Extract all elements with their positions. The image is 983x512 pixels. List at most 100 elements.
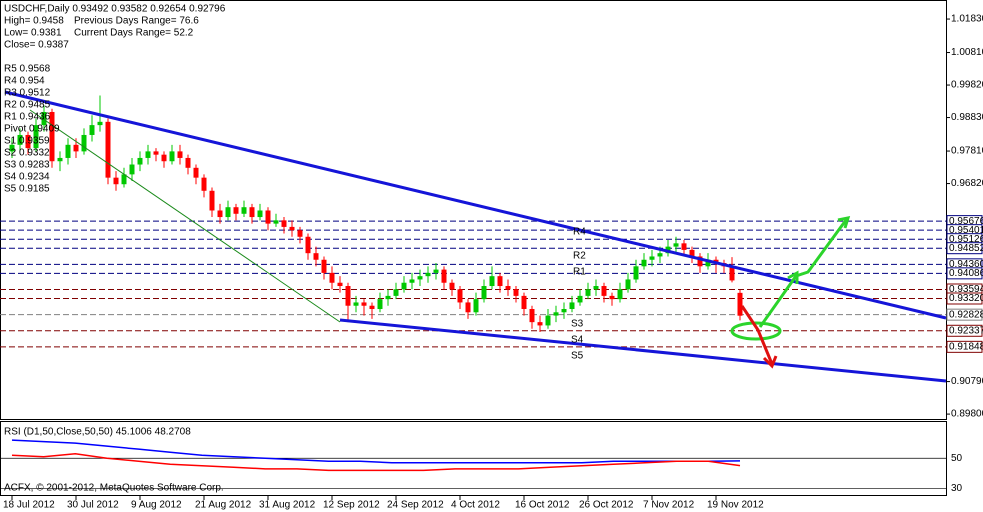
level-box bbox=[946, 340, 983, 353]
candle-body bbox=[225, 207, 231, 218]
candle-body bbox=[489, 276, 495, 287]
candle-body bbox=[281, 220, 287, 227]
pivot-label: R1 0.9436 bbox=[4, 112, 51, 123]
pivot-label: R3 0.9512 bbox=[4, 88, 51, 99]
candle-body bbox=[353, 302, 359, 306]
candle-body bbox=[33, 125, 39, 149]
candle-body bbox=[625, 279, 631, 290]
x-tick-label: 4 Oct 2012 bbox=[451, 500, 500, 511]
level-box bbox=[946, 242, 983, 255]
candle-body bbox=[145, 151, 151, 158]
x-tick-label: 19 Nov 2012 bbox=[707, 500, 764, 511]
candle-body bbox=[473, 299, 479, 313]
candle-body bbox=[705, 259, 711, 267]
arrow-head bbox=[837, 216, 851, 229]
candle-body bbox=[417, 276, 423, 280]
candle-body bbox=[641, 259, 647, 267]
x-tick-label: 16 Oct 2012 bbox=[515, 500, 570, 511]
pivot-annotation: S5 bbox=[571, 351, 584, 362]
drawings bbox=[4, 90, 947, 383]
candle-body bbox=[649, 256, 655, 260]
level-label: 0.95126 bbox=[949, 234, 983, 245]
x-tick-label: 7 Nov 2012 bbox=[643, 500, 695, 511]
candle-body bbox=[409, 279, 415, 283]
candle-body bbox=[569, 302, 575, 310]
candle-body bbox=[465, 302, 471, 313]
pivot-label: S3 0.9283 bbox=[4, 160, 50, 171]
arrow-head bbox=[787, 270, 799, 284]
candle-body bbox=[617, 289, 623, 300]
candle-body bbox=[185, 157, 191, 168]
y-tick-label: 1.01830 bbox=[951, 14, 983, 25]
pivot-label: R5 0.9568 bbox=[4, 64, 51, 75]
candle-body bbox=[129, 164, 135, 175]
rsi-line bbox=[11, 452, 741, 472]
channel-line bbox=[29, 109, 341, 323]
x-tick-label: 24 Sep 2012 bbox=[387, 500, 444, 511]
candle-body bbox=[257, 210, 263, 218]
candle-body bbox=[377, 299, 383, 310]
candle-body bbox=[161, 154, 167, 162]
candle-body bbox=[241, 207, 247, 214]
candle-body bbox=[393, 289, 399, 296]
level-box bbox=[946, 324, 983, 337]
candle-body bbox=[425, 272, 431, 277]
rsi-line bbox=[11, 439, 741, 464]
level-label: 0.93320 bbox=[949, 293, 983, 304]
level-label: 0.95401 bbox=[949, 225, 983, 236]
candle-body bbox=[449, 282, 455, 290]
candle-body bbox=[433, 269, 439, 273]
candle-body bbox=[81, 134, 87, 152]
candle-body bbox=[313, 253, 319, 260]
level-label: 0.94852 bbox=[949, 243, 983, 254]
candle-body bbox=[521, 295, 527, 310]
candle-body bbox=[153, 151, 159, 155]
pivot-label: R4 0.954 bbox=[4, 76, 45, 87]
pivot-label: S4 0.9234 bbox=[4, 172, 50, 183]
x-tick-label: 30 Jul 2012 bbox=[67, 500, 119, 511]
info-text: Previous Days Range= 76.6 bbox=[74, 16, 199, 27]
level-box bbox=[946, 267, 983, 280]
level-label: 0.95676 bbox=[949, 216, 983, 227]
candle-body bbox=[513, 289, 519, 296]
y-tick-label: 30 bbox=[951, 483, 963, 494]
candle-body bbox=[137, 157, 143, 165]
pivot-label: S2 0.9332 bbox=[4, 148, 50, 159]
candle-body bbox=[481, 286, 487, 300]
candle-body bbox=[177, 151, 183, 158]
candle-body bbox=[681, 243, 687, 250]
candle-body bbox=[457, 289, 463, 303]
candle-body bbox=[537, 322, 543, 326]
candle-body bbox=[97, 121, 103, 126]
trend-line bbox=[339, 318, 947, 383]
pivot-label: S1 0.9359 bbox=[4, 136, 50, 147]
candle-body bbox=[673, 243, 679, 247]
candle-body bbox=[633, 266, 639, 280]
x-tick-label: 12 Sep 2012 bbox=[323, 500, 380, 511]
candle-body bbox=[169, 151, 175, 162]
candle-body bbox=[49, 111, 55, 162]
candle-body bbox=[657, 253, 663, 257]
x-tick-label: 31 Aug 2012 bbox=[259, 500, 316, 511]
level-layer bbox=[0, 18, 950, 500]
info-text: Low= 0.9381 bbox=[4, 28, 62, 39]
candle-body bbox=[529, 309, 535, 323]
x-tick-label: 21 Aug 2012 bbox=[195, 500, 252, 511]
candle-body bbox=[385, 295, 391, 300]
candle-body bbox=[297, 230, 303, 237]
level-box bbox=[946, 308, 983, 321]
bear-arrow bbox=[740, 305, 774, 365]
candle-body bbox=[577, 295, 583, 303]
candle-body bbox=[89, 125, 95, 135]
candle-body bbox=[105, 121, 111, 178]
candle-body bbox=[505, 286, 511, 290]
candle-body bbox=[201, 177, 207, 191]
candle-body bbox=[545, 315, 551, 326]
candle-body bbox=[337, 282, 343, 287]
candle-body bbox=[9, 144, 15, 152]
candle-body bbox=[689, 249, 695, 257]
target-ellipse bbox=[730, 321, 782, 341]
